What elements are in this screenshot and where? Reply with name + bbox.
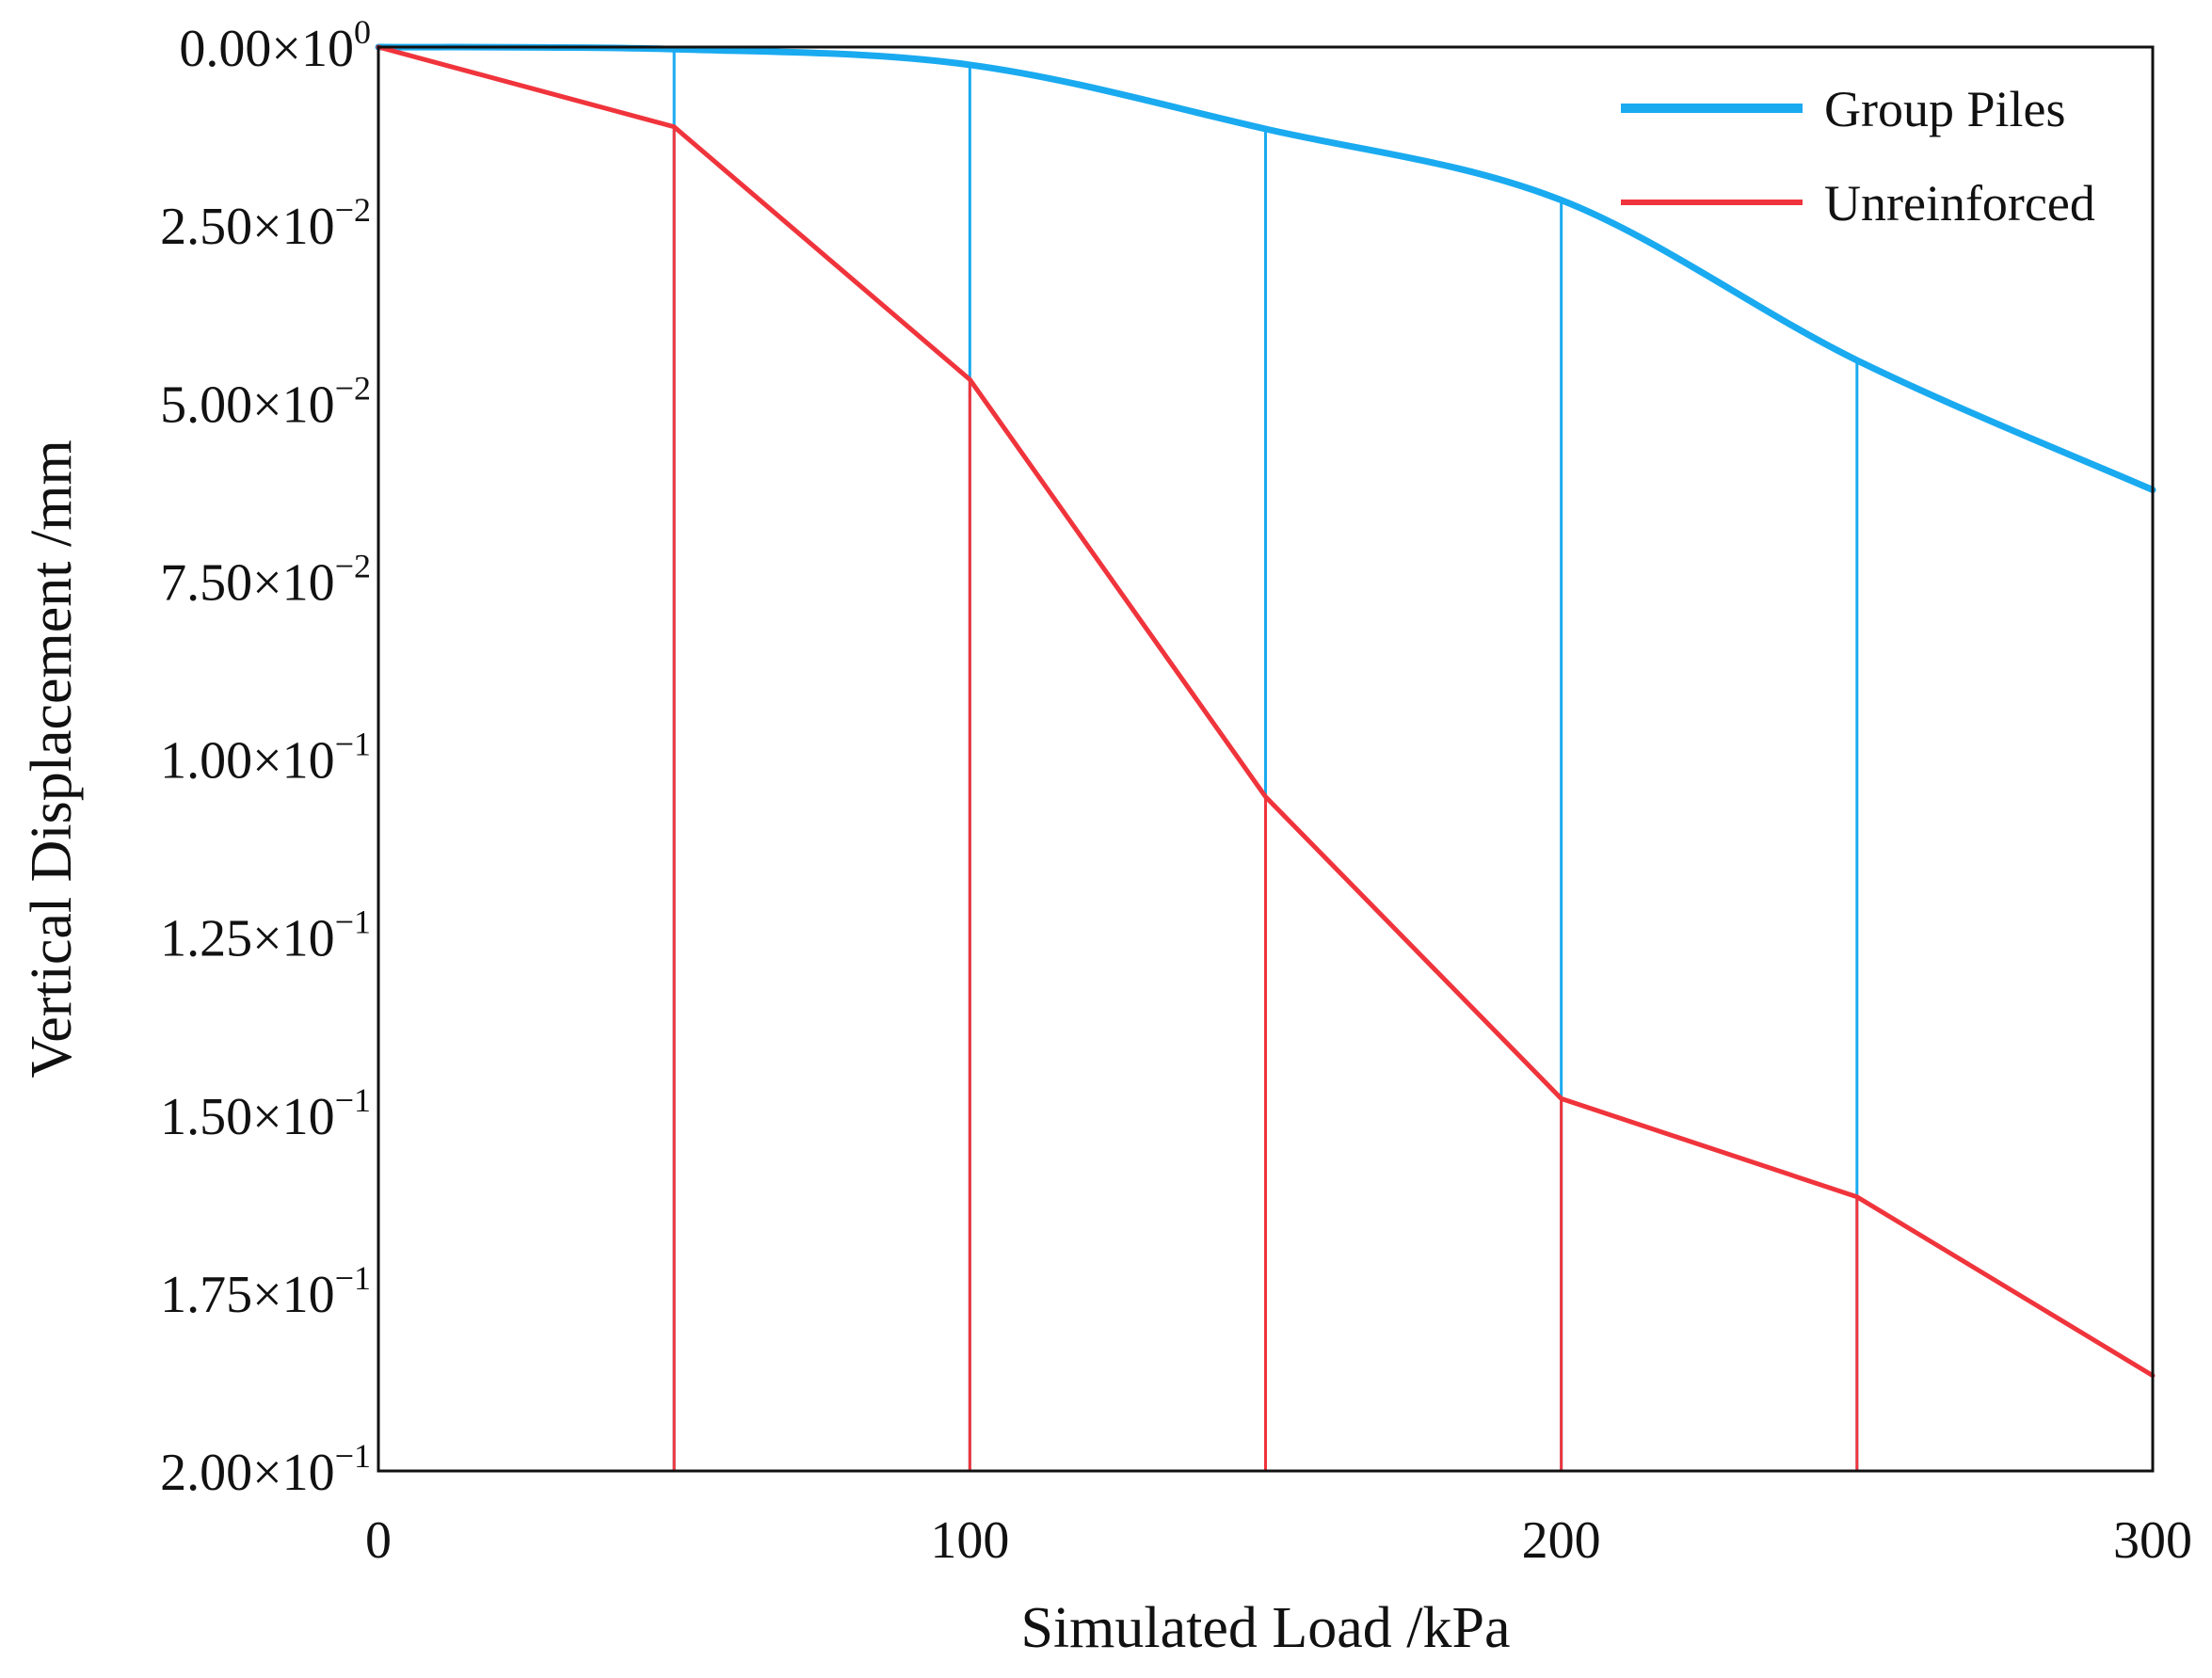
- y-tick-label: 1.50×10−1: [160, 1081, 371, 1146]
- y-axis-ticks: 0.00×100 2.50×10−2 5.00×10−2 7.50×10−2 1.00×…: [160, 13, 371, 1502]
- x-tick-label: 200: [1522, 1511, 1601, 1570]
- x-tick-label: 300: [2113, 1511, 2192, 1570]
- legend-label-unreinforced: Unreinforced: [1824, 175, 2095, 232]
- y-tick-label: 7.50×10−2: [160, 547, 371, 612]
- y-tick-label: 0.00×100: [179, 13, 371, 78]
- y-tick-label: 2.00×10−1: [160, 1437, 371, 1502]
- y-axis-title: Vertical Displacement /mm: [20, 439, 84, 1078]
- y-tick-label: 1.25×10−1: [160, 903, 371, 968]
- y-tick-label: 1.00×10−1: [160, 726, 371, 791]
- legend-label-group-piles: Group Piles: [1824, 81, 2066, 137]
- plot-frame: [377, 45, 2155, 1473]
- x-tick-label: 100: [930, 1511, 1009, 1570]
- legend: Group Piles Unreinforced: [1621, 81, 2095, 232]
- x-tick-label: 0: [365, 1511, 392, 1570]
- x-axis-ticks: 0 100 200 300: [365, 1511, 2192, 1570]
- series-line-group-piles: [375, 43, 2156, 494]
- y-tick-label: 1.75×10−1: [160, 1259, 371, 1324]
- drop-lines: [377, 47, 2155, 1471]
- y-tick-label: 5.00×10−2: [160, 369, 371, 434]
- x-axis-title: Simulated Load /kPa: [1020, 1596, 1510, 1660]
- y-tick-label: 2.50×10−2: [160, 191, 371, 256]
